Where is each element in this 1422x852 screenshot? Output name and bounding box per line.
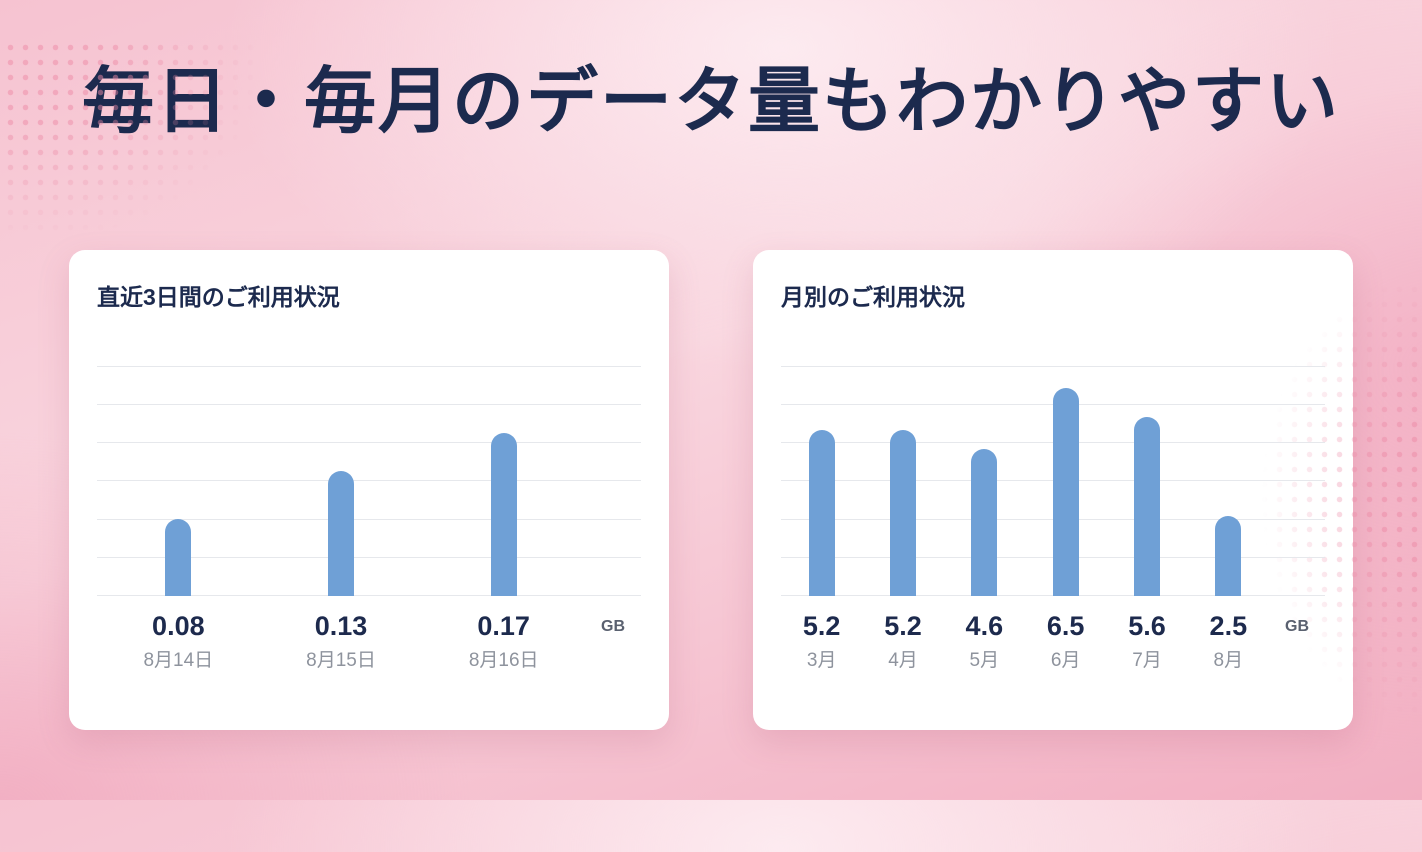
bar-value: 5.6 <box>1128 611 1166 641</box>
gridline <box>97 480 641 482</box>
usage-bar <box>1215 516 1242 596</box>
daily-usage-card: 直近3日間のご利用状況 0.08 0.13 0.17 GB 8月14日 8月15日 8月1… <box>69 250 669 730</box>
monthly-usage-card: 月別のご利用状況 5.2 5.2 4.6 6.5 5.6 2.5 GB 3月 4月 5月 6月 7月… <box>753 250 1353 730</box>
unit-label: GB <box>1285 618 1309 635</box>
unit-label: GB <box>601 618 625 635</box>
daily-usage-bar-chart <box>97 366 641 596</box>
charts-row: 直近3日間のご利用状況 0.08 0.13 0.17 GB 8月14日 8月15日 8月1… <box>0 250 1422 730</box>
page-title: 毎日・毎月のデータ量もわかりやすい <box>81 62 1340 142</box>
usage-bar <box>1052 388 1079 596</box>
gridline <box>781 366 1325 367</box>
gridline <box>97 366 641 367</box>
usage-bar <box>971 449 998 596</box>
usage-bar <box>490 433 517 596</box>
bar-category: 5月 <box>969 650 1000 671</box>
chart-gridlines <box>97 366 641 596</box>
bar-column <box>422 366 585 596</box>
bar-value: 5.2 <box>884 611 922 641</box>
usage-bar <box>1133 417 1160 596</box>
chart-labels-row: 8月14日 8月15日 8月16日 <box>97 648 641 674</box>
chart-values-row: 0.08 0.13 0.17 GB <box>97 610 641 642</box>
monthly-usage-bar-chart <box>781 366 1325 596</box>
monthly-usage-card-title: 月別のご利用状況 <box>781 284 965 310</box>
bar-value: 4.6 <box>965 611 1004 641</box>
bar-value: 0.08 <box>152 611 205 641</box>
gridline <box>97 442 641 444</box>
bar-column <box>1025 366 1106 596</box>
usage-bar <box>165 519 192 596</box>
chart-labels-row: 3月 4月 5月 6月 7月 8月 <box>781 648 1325 674</box>
bar-column <box>781 366 862 596</box>
bar-category: 7月 <box>1132 650 1162 671</box>
gridline <box>97 404 641 406</box>
gridline <box>97 594 641 596</box>
gridline <box>97 556 641 558</box>
bar-category: 3月 <box>806 650 837 671</box>
bar-value: 2.5 <box>1209 611 1248 641</box>
chart-values-row: 5.2 5.2 4.6 6.5 5.6 2.5 GB <box>781 610 1325 642</box>
chart-bars <box>97 366 641 596</box>
bar-category: 8月16日 <box>468 650 539 671</box>
bar-category: 8月 <box>1213 650 1244 671</box>
bar-column <box>862 366 943 596</box>
bar-column <box>260 366 423 596</box>
bar-column <box>1188 366 1269 596</box>
bar-column <box>944 366 1025 596</box>
gridline <box>97 518 641 520</box>
bar-value: 0.17 <box>477 611 530 641</box>
bar-column <box>1106 366 1187 596</box>
usage-bar <box>327 471 354 596</box>
daily-usage-card-title: 直近3日間のご利用状況 <box>97 284 340 310</box>
bar-category: 8月14日 <box>143 650 214 671</box>
bar-value: 0.13 <box>314 611 368 641</box>
bar-category: 4月 <box>888 650 918 671</box>
bar-column <box>97 366 260 596</box>
bar-value: 5.2 <box>802 611 841 641</box>
usage-bar <box>889 429 916 596</box>
bar-category: 8月15日 <box>306 650 376 671</box>
usage-bar <box>808 429 835 596</box>
chart-bars <box>781 366 1325 596</box>
bar-value: 6.5 <box>1046 611 1085 641</box>
bar-category: 6月 <box>1050 650 1081 671</box>
